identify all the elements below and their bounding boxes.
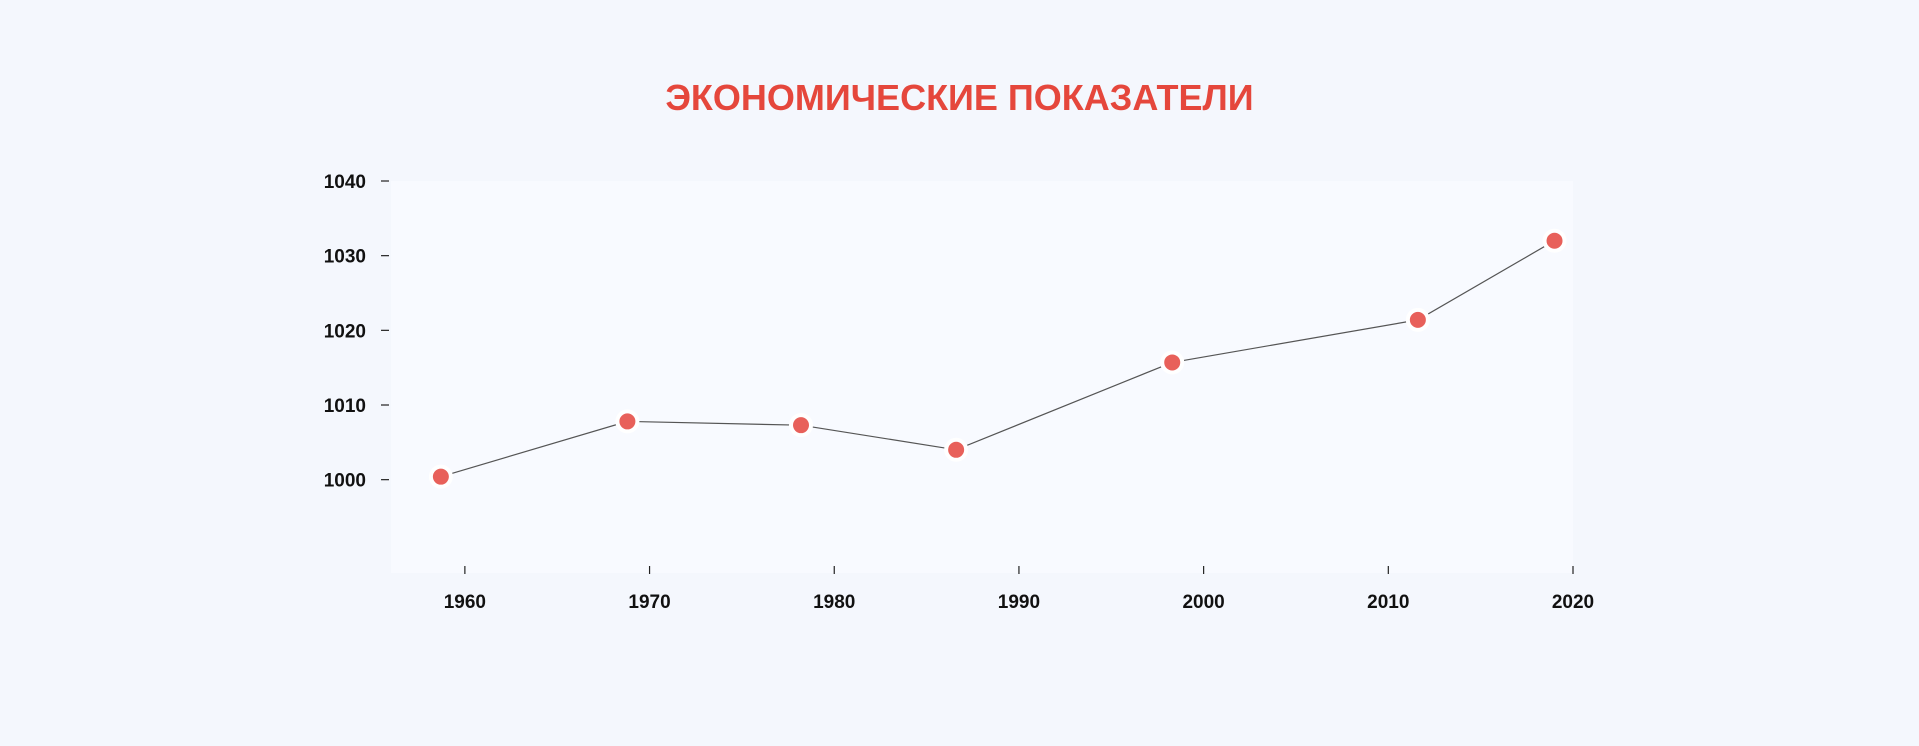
y-tick-label: 1000 bbox=[324, 471, 366, 492]
y-tick-label: 1030 bbox=[324, 247, 366, 268]
data-point bbox=[1542, 228, 1567, 253]
x-tick-label: 1970 bbox=[628, 592, 670, 613]
data-point bbox=[615, 409, 640, 434]
x-tick-label: 1960 bbox=[444, 592, 486, 613]
chart-title: ЭКОНОМИЧЕСКИЕ ПОКАЗАТЕЛИ bbox=[665, 77, 1254, 118]
y-axis: 1000 1010 1020 1030 1040 bbox=[324, 172, 389, 492]
data-point bbox=[428, 464, 453, 489]
y-tick-label: 1020 bbox=[324, 321, 366, 342]
data-point bbox=[944, 437, 969, 462]
x-axis: 1960 1970 1980 1990 2000 2010 2020 bbox=[444, 566, 1594, 613]
x-tick-label: 1990 bbox=[998, 592, 1040, 613]
x-tick-label: 2000 bbox=[1182, 592, 1224, 613]
y-tick-label: 1040 bbox=[324, 172, 366, 193]
data-point bbox=[1405, 307, 1430, 332]
plot-area bbox=[391, 181, 1573, 573]
x-tick-label: 1980 bbox=[813, 592, 855, 613]
data-point bbox=[1160, 350, 1185, 375]
data-point bbox=[789, 413, 814, 438]
x-tick-label: 2010 bbox=[1367, 592, 1409, 613]
series-layer bbox=[428, 228, 1567, 489]
x-tick-label: 2020 bbox=[1552, 592, 1594, 613]
y-tick-label: 1010 bbox=[324, 396, 366, 417]
